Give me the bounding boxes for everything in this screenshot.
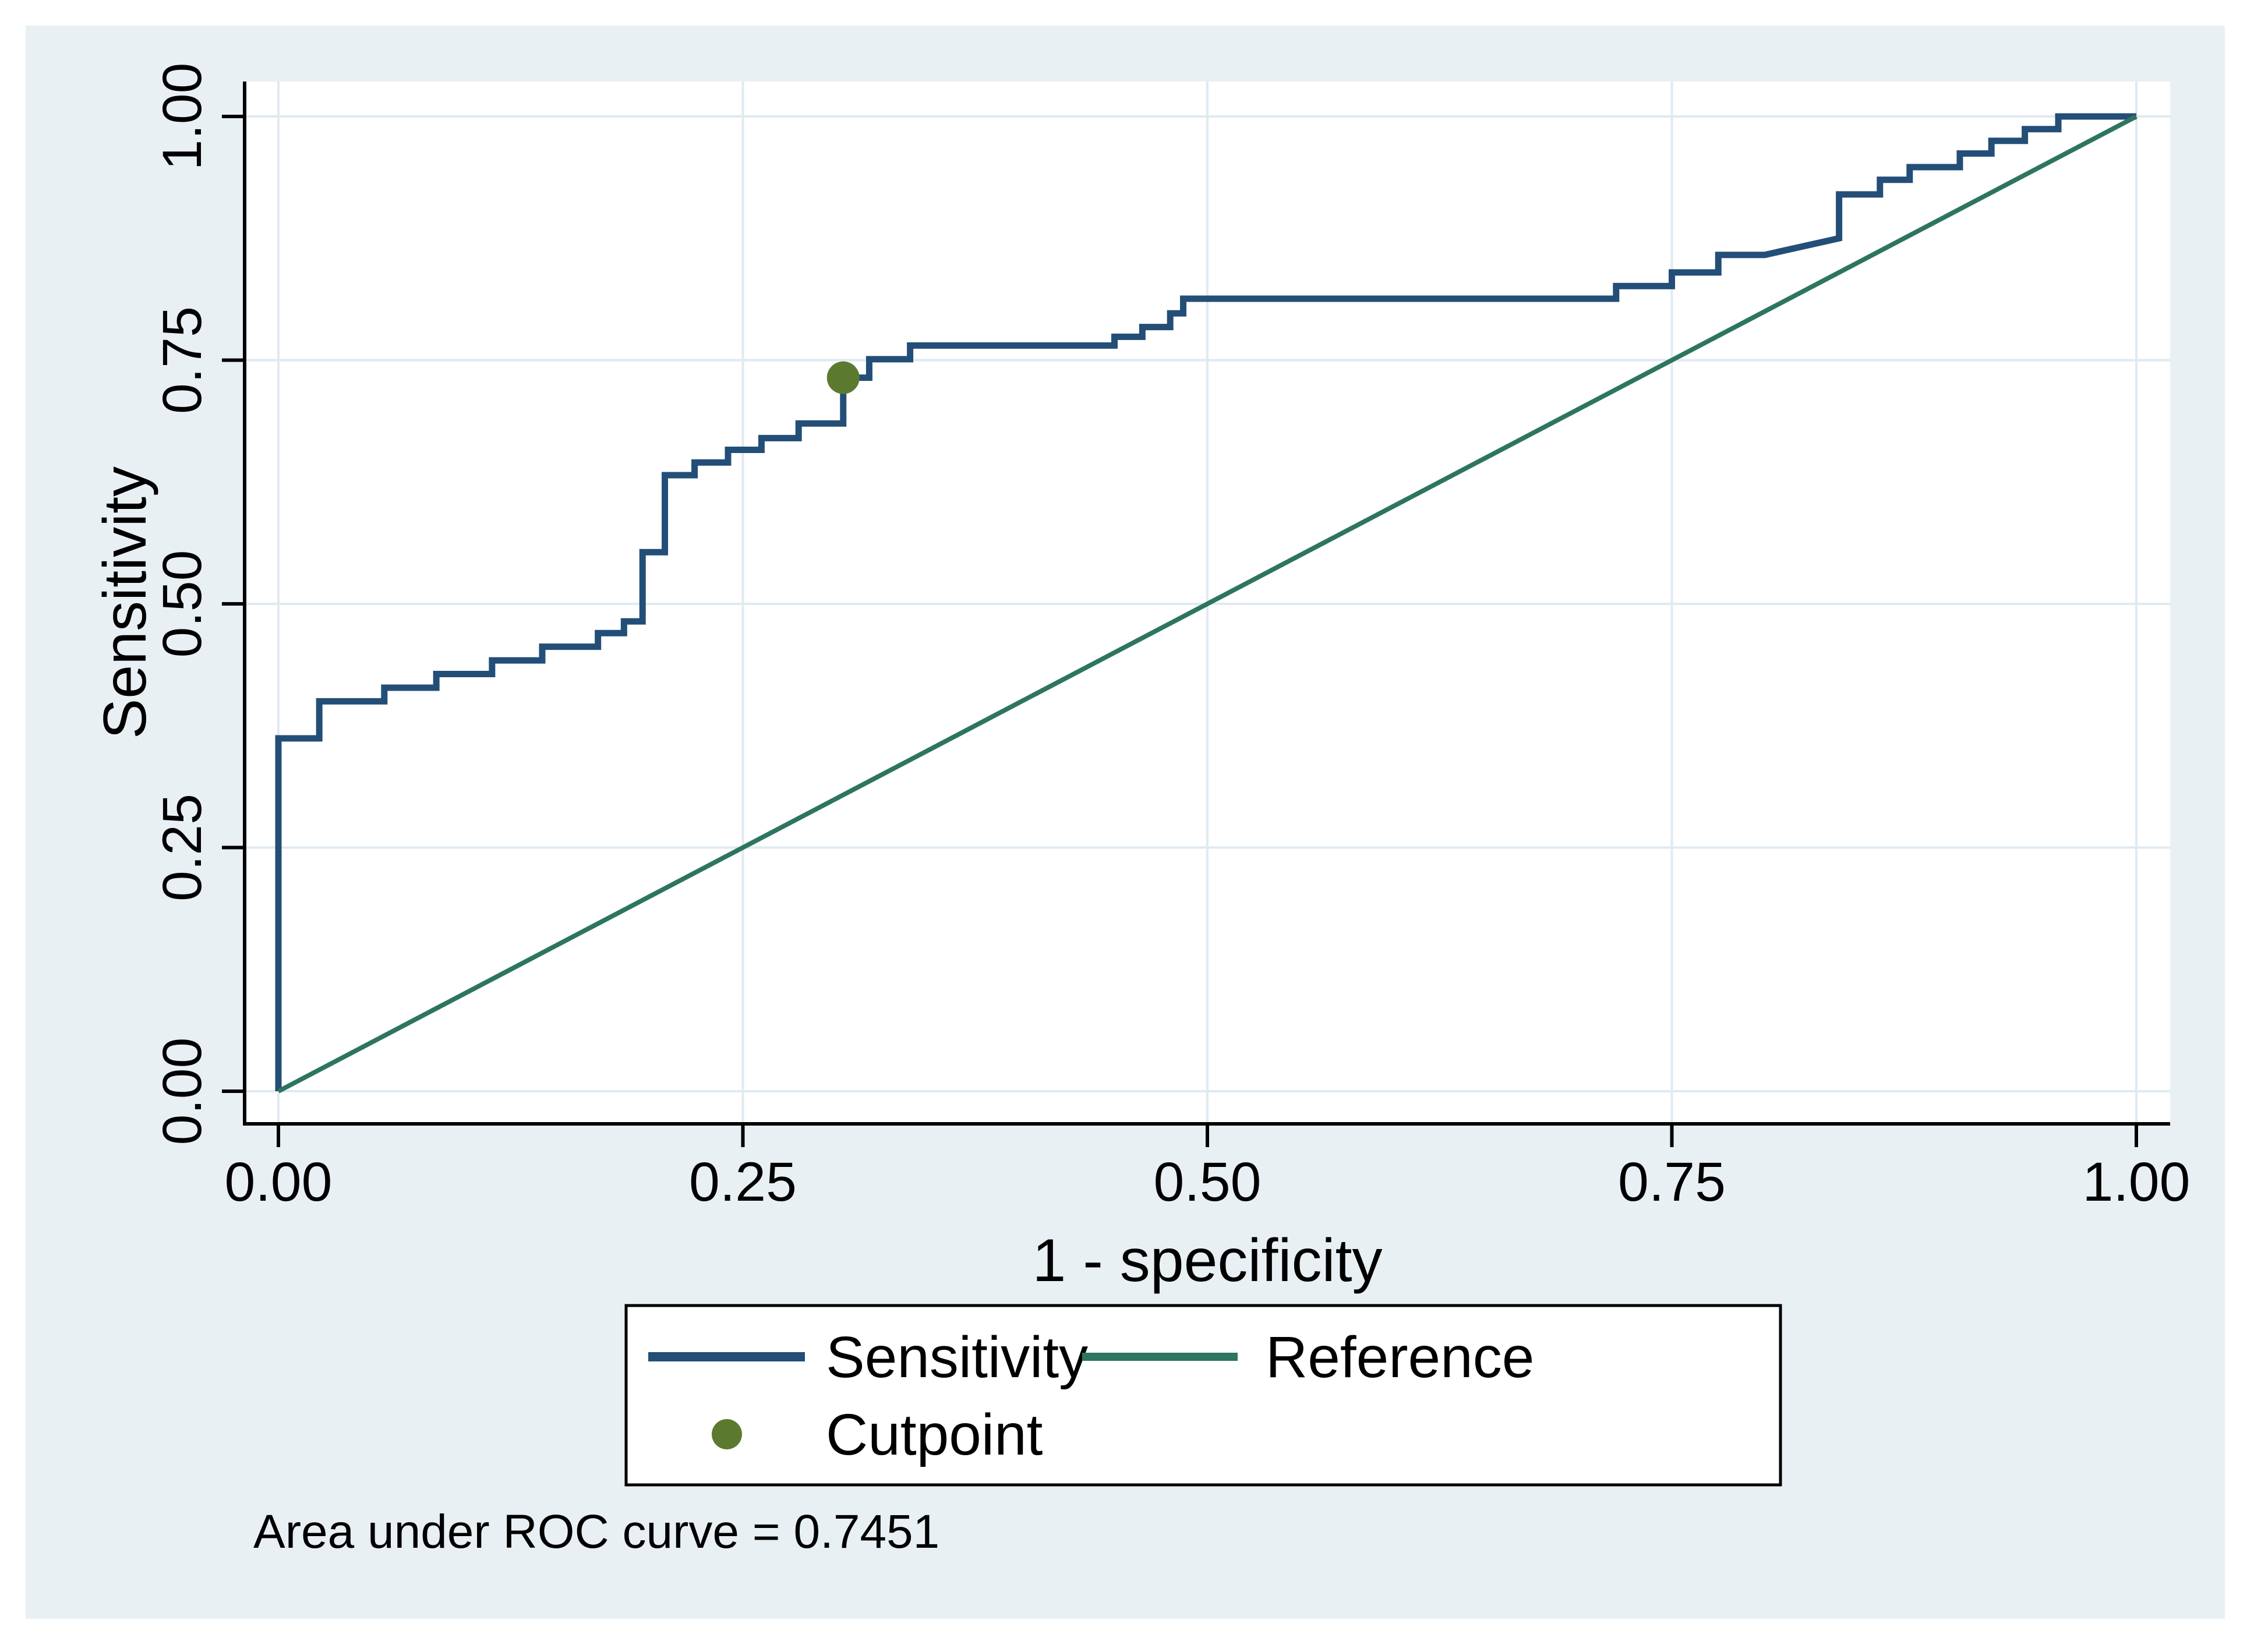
auc-note: Area under ROC curve = 0.7451 [253, 1505, 939, 1558]
y-tick-label: 0.25 [151, 794, 213, 901]
legend-cutpoint-label: Cutpoint [826, 1402, 1043, 1467]
y-tick-label: 0.50 [151, 550, 213, 658]
sensitivity-curve [275, 113, 2136, 1091]
legend-box [624, 1304, 1782, 1487]
x-tick-label: 0.00 [225, 1151, 333, 1213]
y-axis-title: Sensitivity [91, 466, 159, 739]
reference-curve [277, 114, 2138, 1094]
legend-sensitivity-label: Sensitivity [826, 1325, 1088, 1390]
tick-layer: 0.00 0.25 0.50 0.75 1.00 0.00 0.25 0.50 0.75 1.00 [151, 63, 2190, 1213]
y-tick-label: 0.75 [151, 306, 213, 414]
x-tick-label: 1.00 [2083, 1151, 2191, 1213]
y-tick-label: 1.00 [151, 63, 213, 171]
legend-cutpoint-marker-sample [712, 1419, 742, 1449]
x-tick-label: 0.75 [1618, 1151, 1726, 1213]
legend-reference-label: Reference [1266, 1325, 1534, 1390]
cutpoint-marker [826, 361, 860, 394]
legend: Sensitivity Reference Cutpoint [624, 1304, 1782, 1487]
series-layer [275, 113, 2138, 1094]
x-tick-label: 0.50 [1154, 1151, 1262, 1213]
y-tick-label: 0.00 [151, 1038, 213, 1145]
x-axis-title: 1 - specificity [1032, 1227, 1382, 1294]
x-tick-label: 0.25 [689, 1151, 797, 1213]
